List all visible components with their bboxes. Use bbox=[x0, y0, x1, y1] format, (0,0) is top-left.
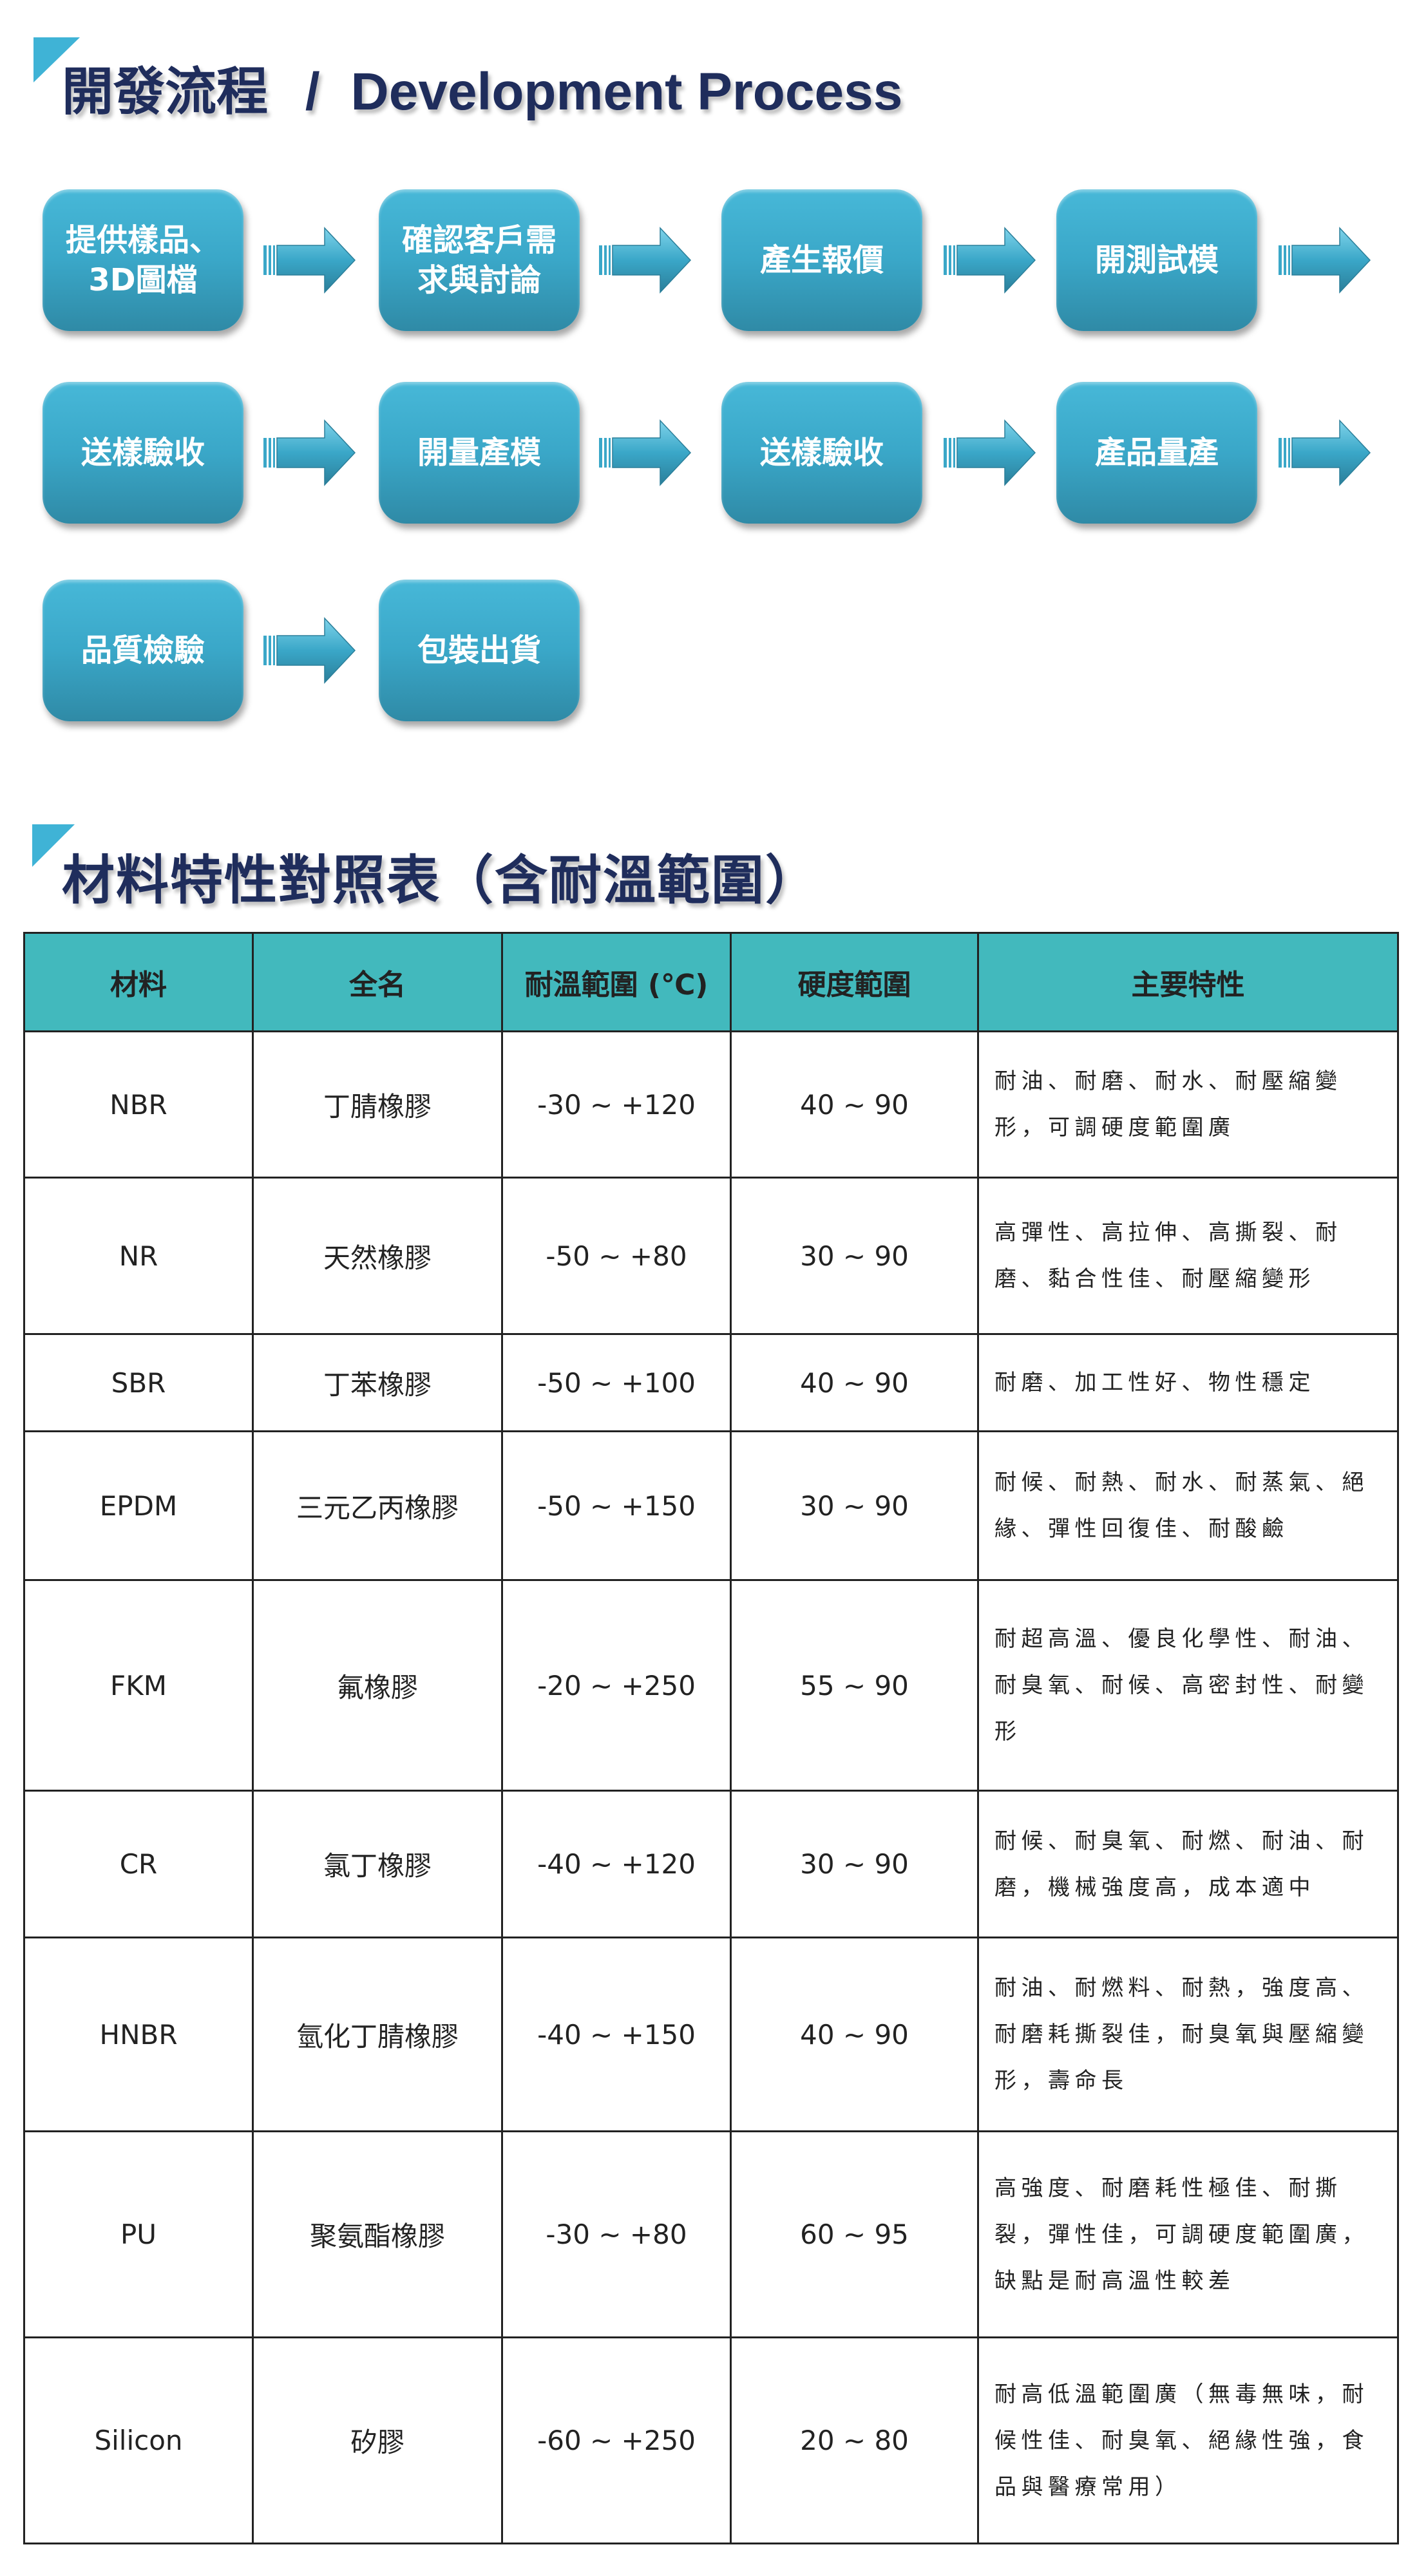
flow-step-label: 提供樣品、 bbox=[65, 222, 220, 258]
flow-step-label: 3D圖檔 bbox=[88, 262, 198, 298]
cell-features: 耐超高溫、優良化學性、耐油、耐臭氧、耐候、高密封性、耐變形 bbox=[977, 1579, 1399, 1792]
table-row: Silicon 矽膠 -60 ~ +250 20 ~ 80 耐高低溫範圍廣（無毒無味，耐… bbox=[23, 2336, 1399, 2544]
cell-full-name: 丁苯橡膠 bbox=[252, 1333, 503, 1432]
cell-full-name: 氯丁橡膠 bbox=[252, 1790, 503, 1938]
cell-hardness: 30 ~ 90 bbox=[730, 1790, 979, 1938]
flow-step-label: 確認客戶需 bbox=[401, 222, 556, 258]
cell-temp-range: -30 ~ +80 bbox=[501, 2130, 732, 2338]
flow-step-label: 產品量產 bbox=[1094, 435, 1219, 471]
table-row: FKM 氟橡膠 -20 ~ +250 55 ~ 90 耐超高溫、優良化學性、耐油、耐臭氧… bbox=[23, 1579, 1399, 1792]
flow-step-label: 送樣驗收 bbox=[81, 435, 205, 471]
section-marker-icon bbox=[33, 37, 80, 85]
cell-hardness: 55 ~ 90 bbox=[730, 1579, 979, 1792]
header-full-name: 全名 bbox=[252, 932, 503, 1032]
development-process-title: 開發流程 / Development Process bbox=[62, 50, 902, 125]
arrow-right-icon bbox=[599, 417, 692, 488]
flow-step-label: 開測試模 bbox=[1094, 242, 1219, 278]
flow-step: 提供樣品、 3D圖檔 bbox=[43, 189, 243, 331]
header-features: 主要特性 bbox=[977, 932, 1399, 1032]
arrow-right-icon bbox=[944, 417, 1037, 488]
cell-material: EPDM bbox=[23, 1430, 254, 1581]
flow-step-label: 開量產模 bbox=[417, 435, 541, 471]
cell-material: FKM bbox=[23, 1579, 254, 1792]
flow-step-label: 品質檢驗 bbox=[81, 632, 205, 668]
flow-step: 確認客戶需 求與討論 bbox=[379, 189, 580, 331]
arrow-right-icon bbox=[263, 615, 357, 686]
flow-step: 品質檢驗 bbox=[43, 580, 243, 721]
table-row: NBR 丁腈橡膠 -30 ~ +120 40 ~ 90 耐油、耐磨、耐水、耐壓縮變形，可… bbox=[23, 1030, 1399, 1179]
material-table: 材料 全名 耐溫範圍 (℃) 硬度範圍 主要特性 NBR 丁腈橡膠 -30 ~ +1… bbox=[23, 932, 1399, 2544]
cell-full-name: 矽膠 bbox=[252, 2336, 503, 2544]
title-zh: 開發流程 bbox=[62, 62, 268, 122]
cell-full-name: 天然橡膠 bbox=[252, 1177, 503, 1335]
flow-step: 開測試模 bbox=[1056, 189, 1257, 331]
flow-step-label: 送樣驗收 bbox=[759, 435, 884, 471]
cell-features: 耐候、耐臭氧、耐燃、耐油、耐磨，機械強度高，成本適中 bbox=[977, 1790, 1399, 1938]
header-temp-range: 耐溫範圍 (℃) bbox=[501, 932, 732, 1032]
cell-full-name: 氟橡膠 bbox=[252, 1579, 503, 1792]
arrow-right-icon bbox=[1279, 225, 1372, 296]
cell-full-name: 氫化丁腈橡膠 bbox=[252, 1937, 503, 2132]
cell-hardness: 40 ~ 90 bbox=[730, 1937, 979, 2132]
cell-material: CR bbox=[23, 1790, 254, 1938]
cell-material: NR bbox=[23, 1177, 254, 1335]
table-row: NR 天然橡膠 -50 ~ +80 30 ~ 90 高彈性、高拉伸、高撕裂、耐磨、黏合性… bbox=[23, 1177, 1399, 1335]
title-en: Development Process bbox=[350, 62, 903, 121]
table-row: SBR 丁苯橡膠 -50 ~ +100 40 ~ 90 耐磨、加工性好、物性穩定 bbox=[23, 1333, 1399, 1432]
cell-features: 耐高低溫範圍廣（無毒無味，耐候性佳、耐臭氧、絕緣性強，食品與醫療常用） bbox=[977, 2336, 1399, 2544]
title-sep: / bbox=[305, 62, 320, 121]
cell-temp-range: -50 ~ +150 bbox=[501, 1430, 732, 1581]
table-row: CR 氯丁橡膠 -40 ~ +120 30 ~ 90 耐候、耐臭氧、耐燃、耐油、耐磨，機… bbox=[23, 1790, 1399, 1938]
cell-temp-range: -60 ~ +250 bbox=[501, 2336, 732, 2544]
flow-step: 送樣驗收 bbox=[721, 382, 922, 524]
cell-full-name: 聚氨酯橡膠 bbox=[252, 2130, 503, 2338]
header-hardness: 硬度範圍 bbox=[730, 932, 979, 1032]
cell-features: 高強度、耐磨耗性極佳、耐撕裂，彈性佳，可調硬度範圍廣，缺點是耐高溫性較差 bbox=[977, 2130, 1399, 2338]
flow-step: 產生報價 bbox=[721, 189, 922, 331]
arrow-right-icon bbox=[1279, 417, 1372, 488]
flow-step: 產品量產 bbox=[1056, 382, 1257, 524]
cell-features: 耐油、耐燃料、耐熱，強度高、耐磨耗撕裂佳，耐臭氧與壓縮變形，壽命長 bbox=[977, 1937, 1399, 2132]
cell-temp-range: -40 ~ +150 bbox=[501, 1937, 732, 2132]
cell-material: SBR bbox=[23, 1333, 254, 1432]
table-row: PU 聚氨酯橡膠 -30 ~ +80 60 ~ 95 高強度、耐磨耗性極佳、耐撕裂，彈性… bbox=[23, 2130, 1399, 2338]
cell-full-name: 丁腈橡膠 bbox=[252, 1030, 503, 1179]
flow-step: 送樣驗收 bbox=[43, 382, 243, 524]
cell-temp-range: -30 ~ +120 bbox=[501, 1030, 732, 1179]
cell-features: 耐油、耐磨、耐水、耐壓縮變形，可調硬度範圍廣 bbox=[977, 1030, 1399, 1179]
flow-step: 包裝出貨 bbox=[379, 580, 580, 721]
table-row: EPDM 三元乙丙橡膠 -50 ~ +150 30 ~ 90 耐候、耐熱、耐水、耐蒸氣、… bbox=[23, 1430, 1399, 1581]
flow-step-label: 產生報價 bbox=[759, 242, 884, 278]
arrow-right-icon bbox=[599, 225, 692, 296]
cell-hardness: 40 ~ 90 bbox=[730, 1030, 979, 1179]
flow-step: 開量產模 bbox=[379, 382, 580, 524]
cell-features: 高彈性、高拉伸、高撕裂、耐磨、黏合性佳、耐壓縮變形 bbox=[977, 1177, 1399, 1335]
cell-hardness: 60 ~ 95 bbox=[730, 2130, 979, 2338]
table-row: HNBR 氫化丁腈橡膠 -40 ~ +150 40 ~ 90 耐油、耐燃料、耐熱，強度高… bbox=[23, 1937, 1399, 2132]
cell-hardness: 40 ~ 90 bbox=[730, 1333, 979, 1432]
cell-temp-range: -20 ~ +250 bbox=[501, 1579, 732, 1792]
cell-temp-range: -50 ~ +100 bbox=[501, 1333, 732, 1432]
material-table-title: 材料特性對照表（含耐溫範圍） bbox=[62, 850, 820, 911]
section-marker-icon bbox=[32, 824, 75, 869]
cell-features: 耐候、耐熱、耐水、耐蒸氣、絕緣、彈性回復佳、耐酸鹼 bbox=[977, 1430, 1399, 1581]
cell-full-name: 三元乙丙橡膠 bbox=[252, 1430, 503, 1581]
flow-step-label: 包裝出貨 bbox=[417, 632, 541, 668]
cell-hardness: 20 ~ 80 bbox=[730, 2336, 979, 2544]
arrow-right-icon bbox=[263, 225, 357, 296]
arrow-right-icon bbox=[944, 225, 1037, 296]
cell-temp-range: -50 ~ +80 bbox=[501, 1177, 732, 1335]
cell-material: NBR bbox=[23, 1030, 254, 1179]
cell-hardness: 30 ~ 90 bbox=[730, 1430, 979, 1581]
cell-features: 耐磨、加工性好、物性穩定 bbox=[977, 1333, 1399, 1432]
cell-material: Silicon bbox=[23, 2336, 254, 2544]
cell-material: HNBR bbox=[23, 1937, 254, 2132]
arrow-right-icon bbox=[263, 417, 357, 488]
cell-temp-range: -40 ~ +120 bbox=[501, 1790, 732, 1938]
table-header-row: 材料 全名 耐溫範圍 (℃) 硬度範圍 主要特性 bbox=[23, 932, 1399, 1032]
cell-hardness: 30 ~ 90 bbox=[730, 1177, 979, 1335]
flow-step-label: 求與討論 bbox=[417, 262, 541, 298]
cell-material: PU bbox=[23, 2130, 254, 2338]
header-material: 材料 bbox=[23, 932, 254, 1032]
